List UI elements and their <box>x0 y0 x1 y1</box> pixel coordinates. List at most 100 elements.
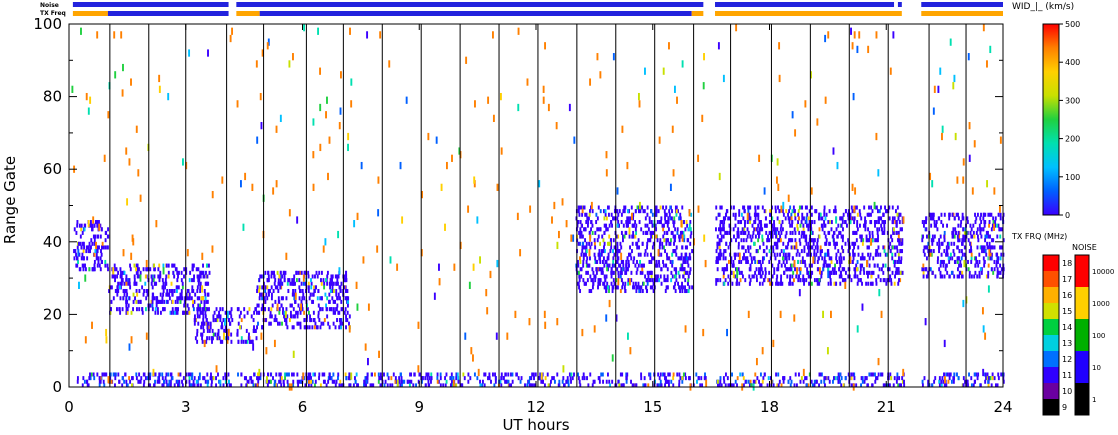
echo-cell <box>295 278 298 283</box>
echo-cell <box>927 270 930 275</box>
x-tick-label: 3 <box>181 398 191 416</box>
echo-cell <box>153 274 156 279</box>
echo-cell <box>666 285 669 290</box>
echo-cell <box>96 220 99 225</box>
echo-cell <box>189 270 192 275</box>
echo-cell <box>994 383 997 388</box>
echo-cell <box>193 321 196 326</box>
echo-cell <box>737 252 740 257</box>
echo-cell <box>839 270 842 275</box>
echo-cell <box>871 209 874 214</box>
echo-cell <box>737 241 740 246</box>
txfreq-strip-label: TX Freq <box>40 10 66 17</box>
echo-cell <box>953 234 956 239</box>
echo-cell <box>609 238 612 243</box>
echo-cell <box>296 321 299 326</box>
echo-cell <box>528 376 531 381</box>
echo-cell <box>855 263 858 268</box>
echo-cell <box>940 220 943 225</box>
echo-cell <box>768 249 771 254</box>
echo-cell <box>154 310 157 315</box>
echo-cell <box>112 274 115 279</box>
echo-cell <box>103 383 106 388</box>
echo-cell <box>188 278 191 283</box>
echo-cell <box>599 259 602 264</box>
echo-cell <box>274 299 277 304</box>
echo-cell <box>338 325 341 330</box>
echo-cell <box>982 212 985 217</box>
echo-cell <box>581 328 584 337</box>
echo-cell <box>191 372 194 377</box>
echo-cell <box>99 234 102 239</box>
echo-cell <box>754 379 757 384</box>
echo-cell <box>839 372 842 377</box>
echo-cell <box>645 288 648 294</box>
echo-cell <box>960 249 963 254</box>
echo-cell <box>334 383 337 388</box>
echo-cell <box>927 241 930 246</box>
echo-cell <box>579 220 582 225</box>
echo-cell <box>145 296 148 301</box>
echo-cell <box>258 368 261 377</box>
echo-cell <box>761 234 764 239</box>
echo-cell <box>360 161 363 170</box>
echo-cell <box>209 321 212 326</box>
echo-cell <box>824 376 827 381</box>
echo-cell <box>127 278 130 283</box>
echo-cell <box>615 209 618 214</box>
echo-cell <box>664 288 667 294</box>
echo-cell <box>603 241 606 246</box>
echo-cell <box>266 278 269 283</box>
echo-cell <box>306 303 308 308</box>
echo-cell <box>754 259 757 264</box>
echo-cell <box>810 252 812 257</box>
echo-cell <box>888 267 891 272</box>
echo-cell <box>854 241 857 246</box>
echo-cell <box>335 292 338 297</box>
echo-cell <box>883 245 886 250</box>
echo-cell <box>191 285 194 290</box>
echo-cell <box>940 383 943 388</box>
echo-cell <box>428 376 431 381</box>
echo-cell <box>363 379 366 384</box>
echo-cell <box>946 223 948 228</box>
echo-cell <box>951 230 954 235</box>
echo-cell <box>716 259 719 264</box>
echo-cell <box>583 281 586 286</box>
echo-cell <box>881 227 883 232</box>
echo-cell <box>673 85 676 93</box>
echo-cell <box>769 281 772 286</box>
echo-cell <box>582 259 585 264</box>
echo-cell <box>940 241 943 246</box>
echo-cell <box>649 372 652 377</box>
echo-cell <box>226 310 229 319</box>
echo-cell <box>754 220 757 225</box>
echo-cell <box>630 379 632 384</box>
echo-cell <box>897 234 900 239</box>
echo-cell <box>491 31 494 39</box>
echo-cell <box>623 234 626 239</box>
echo-cell <box>273 379 276 384</box>
echo-cell <box>326 274 329 279</box>
txfreq-colorbar-tick-label: 13 <box>1062 339 1072 348</box>
echo-cell <box>288 209 291 217</box>
echo-cell <box>531 372 534 377</box>
echo-cell <box>743 252 745 257</box>
echo-cell <box>972 223 975 228</box>
echo-cell <box>675 245 678 250</box>
echo-cell <box>158 379 161 384</box>
echo-cell <box>884 205 886 210</box>
echo-cell <box>725 212 728 217</box>
echo-cell <box>808 372 811 377</box>
echo-cell <box>668 209 671 214</box>
echo-cell <box>587 270 589 275</box>
echo-cell <box>300 303 302 311</box>
echo-cell <box>896 372 899 377</box>
echo-cell <box>794 267 796 272</box>
echo-cell <box>275 125 278 133</box>
echo-cell <box>620 267 623 272</box>
echo-cell <box>275 318 278 323</box>
echo-cell <box>96 263 99 268</box>
echo-cell <box>759 372 762 377</box>
echo-cell <box>85 245 88 250</box>
